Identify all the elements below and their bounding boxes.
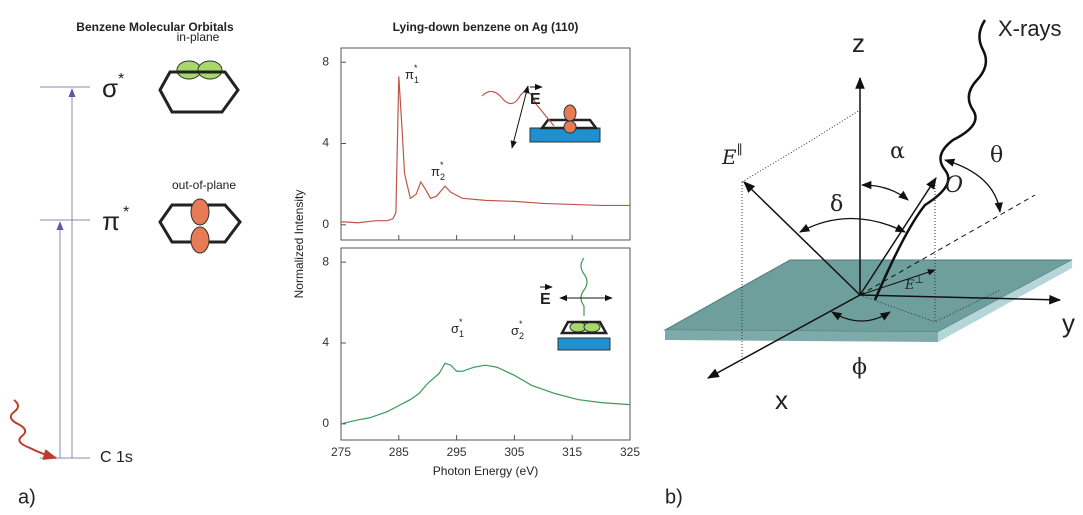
inset-label: E — [540, 291, 551, 308]
y-axis-label: Normalized Intensity — [292, 190, 306, 299]
orbital-label: out-of-plane — [172, 178, 236, 192]
inset: E — [540, 257, 613, 351]
spectrum-line — [340, 76, 630, 224]
level-label: π * — [102, 204, 129, 236]
panel-label: b) — [665, 486, 683, 508]
panel-label: a) — [18, 486, 36, 508]
sup: * — [459, 317, 463, 327]
molecule — [559, 320, 609, 335]
molecule — [539, 118, 599, 130]
symbol: σ — [102, 73, 118, 103]
lobe — [583, 321, 601, 333]
axis-label: x — [775, 385, 788, 415]
x-tick-label: 305 — [504, 445, 524, 459]
xray-wave — [9, 399, 58, 460]
substrate — [557, 337, 611, 351]
vector-label: E∥ — [721, 143, 743, 169]
x-tick-label: 325 — [620, 445, 640, 459]
sup: * — [440, 160, 444, 170]
wave — [481, 90, 555, 127]
x-tick-label: 295 — [447, 445, 467, 459]
plot-frame — [340, 247, 631, 441]
symbol: π — [102, 206, 120, 236]
inset: E — [481, 83, 601, 149]
lobe — [563, 104, 577, 122]
symbol: π — [431, 164, 440, 179]
lobe — [197, 60, 223, 80]
symbol: π — [405, 67, 414, 82]
vector-label: E⊥ — [904, 275, 924, 293]
symbol: E — [721, 145, 737, 169]
x-axis-label: Photon Energy (eV) — [433, 464, 538, 478]
surface-edge — [938, 260, 1072, 342]
sub: 1 — [459, 329, 464, 339]
spectra: Lying-down benzene on Ag (110) Normalized… — [292, 20, 640, 478]
level-label: σ* — [102, 71, 124, 103]
angle-label: δ — [830, 192, 843, 217]
e-arrow — [510, 85, 530, 149]
y-tick-label: 8 — [322, 254, 329, 268]
panel-a: Benzene Molecular Orbitals σ* π * C 1s in… — [9, 20, 242, 508]
spectrum-line — [340, 362, 631, 425]
axis-label: y — [1062, 308, 1075, 338]
wave — [580, 257, 588, 316]
source-label: X-rays — [998, 16, 1062, 41]
y-tick-label: 4 — [322, 335, 329, 349]
y-tick-label: 8 — [322, 54, 329, 68]
vector-label: O — [945, 173, 963, 198]
e-parallel-vector — [743, 181, 861, 296]
angle-arcs — [799, 158, 1003, 322]
x-axis — [706, 294, 861, 379]
level-label: C 1s — [100, 449, 133, 466]
x-tick-label: 275 — [331, 445, 351, 459]
y-tick-label: 0 — [322, 416, 329, 430]
surface-edge — [665, 330, 938, 342]
sup: ⊥ — [915, 275, 924, 286]
lobe — [190, 226, 210, 254]
sup: * — [123, 204, 129, 221]
lobe — [563, 120, 577, 134]
peak-label: π1 * — [405, 63, 419, 85]
sup: * — [414, 63, 418, 73]
projection-lines — [741, 109, 1001, 365]
orbital-label: in-plane — [177, 30, 220, 44]
axis-label: z — [852, 28, 865, 58]
e-perp-vector — [859, 269, 936, 296]
panel-b: z X-rays y x E∥ E⊥ O α θ δ ϕ b) — [663, 16, 1075, 508]
peak-label: σ1 * — [451, 317, 464, 339]
sup: ∥ — [737, 143, 743, 158]
angle-label: ϕ — [852, 355, 867, 380]
angle-label: θ — [990, 143, 1003, 168]
lobe — [190, 198, 210, 226]
peak-label: σ2 * — [511, 319, 524, 341]
sup: * — [519, 319, 523, 329]
sub: 2 — [519, 331, 524, 341]
inset-label: E — [530, 91, 541, 108]
y-tick-label: 4 — [322, 136, 329, 150]
lobe — [176, 60, 202, 80]
symbol: E — [904, 278, 915, 293]
sub: 1 — [414, 75, 419, 85]
panel-title: Benzene Molecular Orbitals — [76, 20, 234, 34]
benzene-ring — [158, 70, 240, 114]
o-vector — [859, 176, 937, 296]
symbol: σ — [451, 321, 459, 336]
peak-label: π2 * — [431, 160, 445, 182]
benzene-ring — [158, 203, 242, 244]
plot-frame — [340, 47, 631, 241]
xray-wave — [873, 19, 988, 301]
y-tick-label: 0 — [322, 217, 329, 231]
symbol: σ — [511, 323, 519, 338]
dashed-axis — [859, 194, 1036, 296]
sup: * — [118, 71, 124, 88]
y-axis — [859, 294, 1062, 305]
x-tick-label: 315 — [562, 445, 582, 459]
sub: 2 — [440, 172, 445, 182]
chart-title: Lying-down benzene on Ag (110) — [393, 20, 579, 34]
x-tick-label: 285 — [389, 445, 409, 459]
angle-label: α — [890, 139, 905, 164]
